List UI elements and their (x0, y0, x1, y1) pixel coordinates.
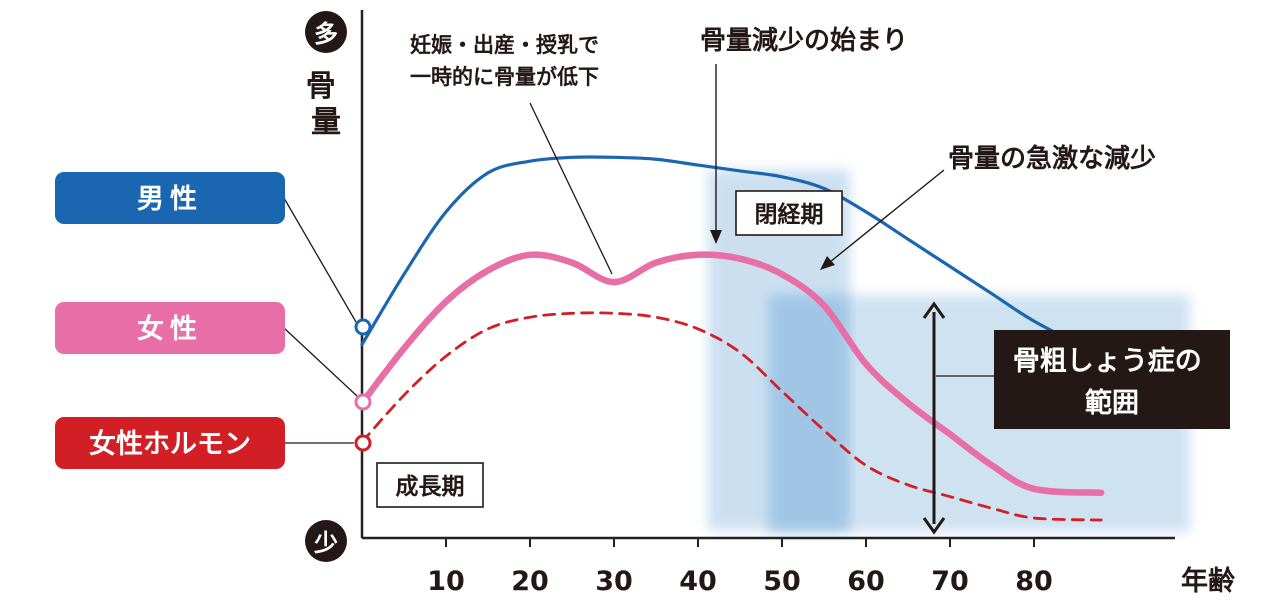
y-top-label: 多 (314, 20, 338, 48)
legend-female-text: 女性 (137, 313, 203, 345)
legend-male-text: 男性 (137, 184, 203, 215)
y-bottom-label: 少 (313, 529, 338, 557)
x-tick-label-70: 70 (931, 566, 969, 597)
growth-label-box: 成長期 (376, 462, 484, 508)
series-line-0 (360, 155, 1103, 358)
overlap-band (770, 296, 848, 530)
x-tick-label-50: 50 (763, 566, 801, 597)
x-tick-label-20: 20 (511, 566, 549, 597)
legend-connectors (283, 197, 358, 444)
x-tick-label-80: 80 (1015, 566, 1053, 597)
decrease-start-annotation: 骨量減少の始まり (700, 26, 908, 244)
start-markers (354, 318, 372, 452)
svg-text:妊娠・出産・授乳で 一時的に骨量が低下: 妊娠・出産・授乳で 一時的に骨量が低下 (410, 33, 606, 89)
rapid-decrease-annotation: 骨量の急激な減少 (820, 143, 1156, 270)
legend-male: 男性 (55, 172, 285, 224)
male-start-marker (354, 318, 372, 336)
y-axis-label: 骨 量 (306, 69, 346, 140)
osteoporosis-range-arrow (922, 301, 946, 535)
menopause-label: 閉経期 (755, 201, 824, 228)
svg-text:骨粗しょう症の 範囲: 骨粗しょう症の 範囲 (1013, 346, 1211, 419)
legend-female: 女性 (55, 302, 285, 354)
x-axis-label: 年齢 (1181, 565, 1235, 597)
pregnancy-annotation: 妊娠・出産・授乳で 一時的に骨量が低下 (410, 33, 613, 275)
decrease-start-label: 骨量減少の始まり (700, 26, 908, 56)
rapid-decrease-label: 骨量の急激な減少 (948, 143, 1156, 174)
hormone-start-marker (354, 434, 372, 452)
x-tick-labels: 10 20 30 40 50 60 70 80 (427, 566, 1053, 597)
series-line-1 (358, 251, 1105, 496)
osteoporosis-label-box: 骨粗しょう症の 範囲 (994, 330, 1230, 429)
y-bottom-marker: 少 (305, 520, 347, 562)
x-tick-label-40: 40 (679, 566, 717, 597)
x-ticks (445, 538, 1035, 547)
x-tick-label-60: 60 (847, 566, 885, 597)
legend-hormone-text: 女性ホルモン (89, 428, 251, 460)
x-tick-label-30: 30 (595, 566, 633, 597)
series-lines (358, 155, 1105, 522)
x-tick-label-10: 10 (427, 566, 465, 597)
menopause-label-box: 閉経期 (735, 190, 843, 236)
growth-label: 成長期 (396, 474, 465, 500)
legend-hormone: 女性ホルモン (55, 417, 285, 469)
y-top-marker: 多 (305, 11, 347, 53)
series-line-2 (360, 311, 1103, 522)
female-start-marker (354, 393, 372, 411)
